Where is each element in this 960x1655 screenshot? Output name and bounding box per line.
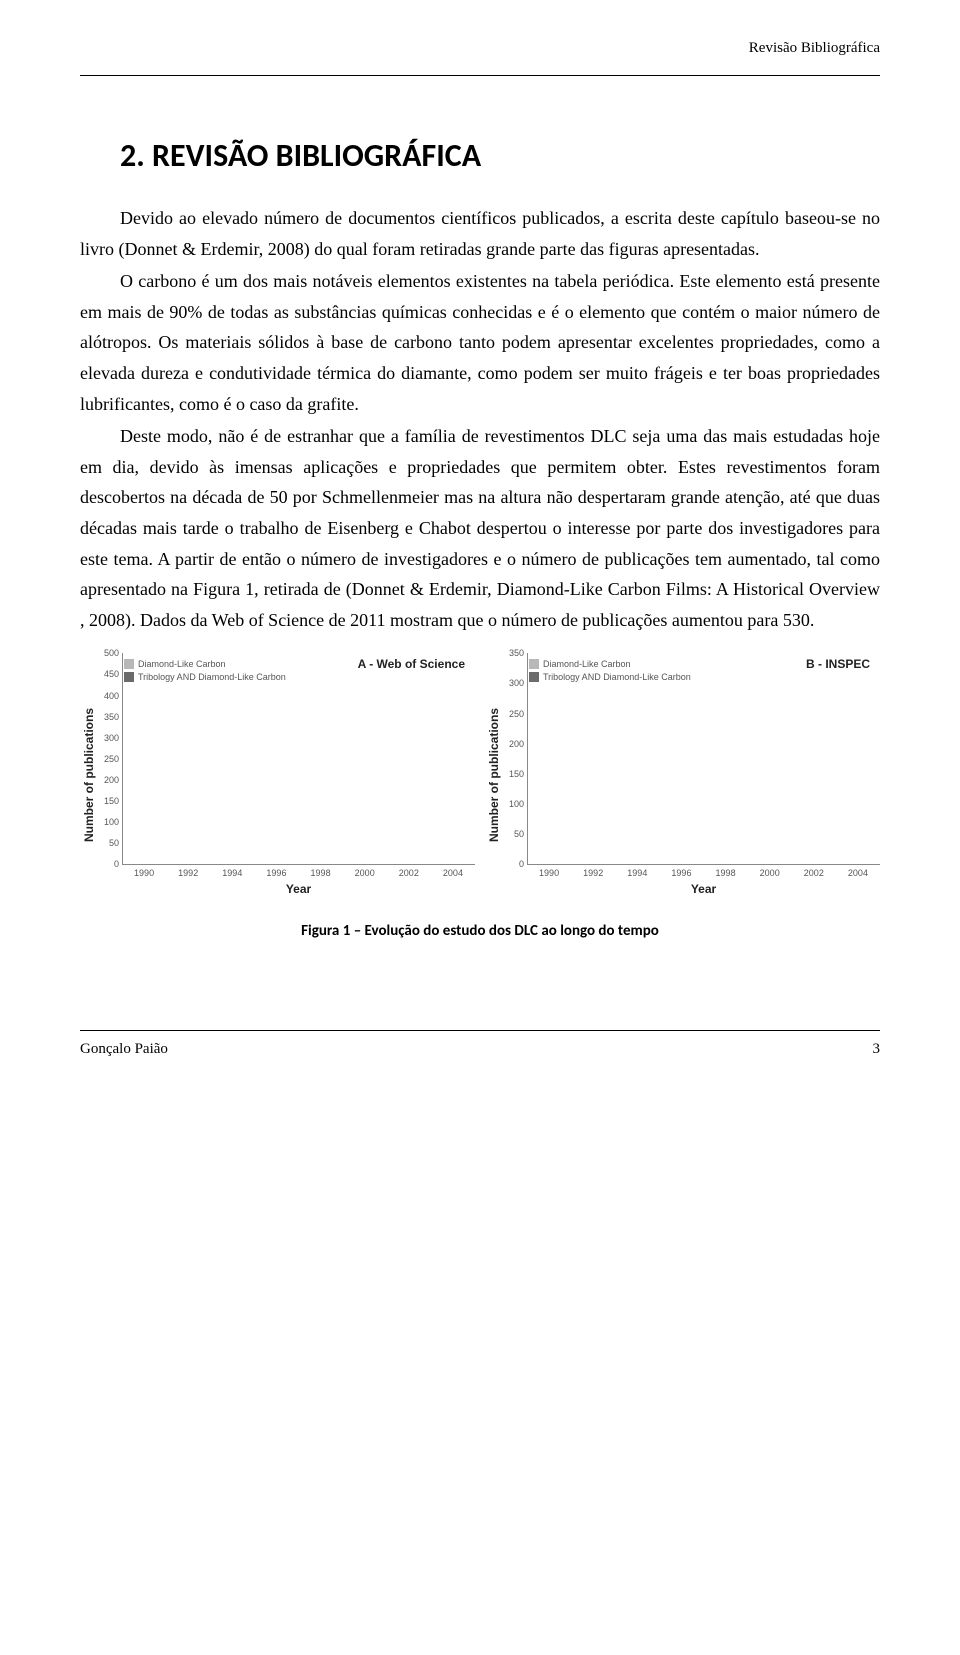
running-header: Revisão Bibliográfica [80,40,880,76]
x-tick: 1998 [299,868,343,878]
x-tick: 1992 [571,868,615,878]
x-tick: 2000 [748,868,792,878]
figure-caption: Figura 1 – Evolução do estudo dos DLC ao… [80,922,880,940]
page-footer: Gonçalo Paião 3 [80,1030,880,1058]
y-tick: 350 [104,712,119,722]
y-tick: 50 [514,829,524,839]
x-tick: 2002 [792,868,836,878]
x-tick: 1996 [659,868,703,878]
y-tick: 100 [104,817,119,827]
footer-page-number: 3 [873,1041,881,1058]
y-tick: 400 [104,691,119,701]
x-tick: 1998 [704,868,748,878]
section-title: 2. REVISÃO BIBLIOGRÁFICA [120,136,880,175]
chart-a-ylabel: Number of publications [80,653,98,896]
y-tick: 150 [104,796,119,806]
chart-b-xlabel: Year [527,882,880,896]
y-tick: 150 [509,769,524,779]
paragraph-2: O carbono é um dos mais notáveis element… [80,266,880,419]
y-tick: 250 [104,754,119,764]
y-tick: 0 [519,859,524,869]
figure-1-charts: Number of publications A - Web of Scienc… [80,653,880,896]
chart-b-xticks: 19901992199419961998200020022004 [527,865,880,878]
footer-author: Gonçalo Paião [80,1041,168,1058]
section-number: 2. [120,136,145,175]
chart-b-plot: 050100150200250300350 [527,653,880,865]
chart-b: Number of publications B - INSPEC Diamon… [485,653,880,896]
section-title-text: REVISÃO BIBLIOGRÁFICA [152,136,481,175]
x-tick: 1992 [166,868,210,878]
y-tick: 500 [104,648,119,658]
x-tick: 1990 [527,868,571,878]
x-tick: 1994 [615,868,659,878]
paragraph-1: Devido ao elevado número de documentos c… [80,203,880,264]
x-tick: 1990 [122,868,166,878]
y-tick: 200 [509,739,524,749]
y-tick: 300 [104,733,119,743]
y-tick: 300 [509,678,524,688]
x-tick: 2000 [343,868,387,878]
y-tick: 100 [509,799,524,809]
y-tick: 450 [104,669,119,679]
x-tick: 1994 [210,868,254,878]
body-text: Devido ao elevado número de documentos c… [80,203,880,635]
x-tick: 2004 [836,868,880,878]
paragraph-3: Deste modo, não é de estranhar que a fam… [80,421,880,635]
chart-a-xticks: 19901992199419961998200020022004 [122,865,475,878]
y-tick: 0 [114,859,119,869]
y-tick: 250 [509,709,524,719]
y-tick: 350 [509,648,524,658]
x-tick: 2002 [387,868,431,878]
chart-a: Number of publications A - Web of Scienc… [80,653,475,896]
y-tick: 50 [109,838,119,848]
x-tick: 1996 [254,868,298,878]
chart-a-xlabel: Year [122,882,475,896]
chart-a-plot: 050100150200250300350400450500 [122,653,475,865]
x-tick: 2004 [431,868,475,878]
chart-b-ylabel: Number of publications [485,653,503,896]
y-tick: 200 [104,775,119,785]
